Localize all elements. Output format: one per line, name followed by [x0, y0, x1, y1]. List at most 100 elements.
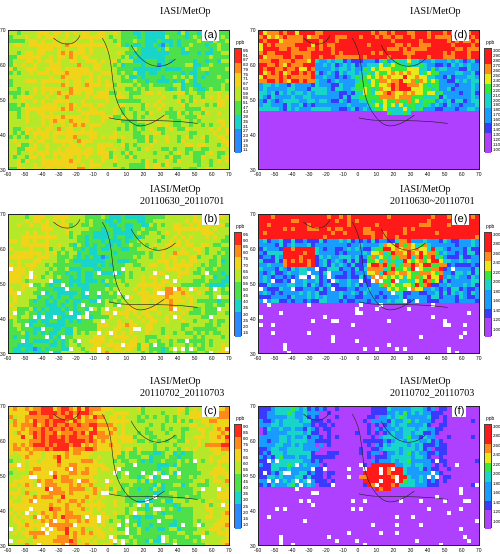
x-tick-label: 40: [175, 356, 181, 362]
colorbar-label: 280: [493, 433, 500, 438]
y-tick-label: 40: [0, 317, 6, 323]
colorbar-label: 300: [493, 232, 500, 237]
x-tick-label: -50: [21, 356, 28, 362]
panel-title-instrument: IASI/MetOp: [400, 376, 451, 388]
panel-letter: (e): [452, 213, 469, 225]
y-tick-label: 40: [0, 509, 6, 515]
colorbar-label: 200: [493, 279, 500, 284]
panel-title-instrument: IASI/MetOp: [410, 6, 461, 18]
x-tick-label: 30: [158, 548, 164, 554]
map-panel-f: IASI/MetOp 20110702_20110703 Ozone at 10…: [250, 372, 500, 552]
colorbar-label: 80: [243, 250, 248, 255]
y-tick-label: 70: [250, 28, 256, 34]
x-tick-label: -20: [72, 172, 79, 178]
colorbar-label: 25: [243, 318, 248, 323]
colorbar-label: 15: [243, 516, 248, 521]
x-tick-label: -40: [288, 356, 295, 362]
y-tick-label: 70: [250, 404, 256, 410]
x-tick-label: -10: [89, 172, 96, 178]
colorbar: [234, 48, 242, 152]
colorbar-segment: [485, 309, 491, 318]
y-tick-label: 40: [250, 317, 256, 323]
colorbar-unit: ppb: [486, 40, 494, 46]
colorbar-unit: ppb: [236, 224, 244, 230]
x-tick-label: -40: [38, 548, 45, 554]
x-tick-label: -50: [21, 172, 28, 178]
colorbar-segment: [485, 280, 491, 289]
ozone-map: [258, 406, 480, 546]
ozone-field: [259, 407, 480, 546]
colorbar-label: 90: [243, 424, 248, 429]
colorbar-label: 20: [243, 324, 248, 329]
colorbar-segment: [485, 425, 491, 434]
x-tick-label: 30: [158, 172, 164, 178]
colorbar-segment: [485, 242, 491, 251]
colorbar-label: 100: [493, 519, 500, 524]
panel-title-date: 20110630_20110701: [140, 196, 224, 208]
x-tick-label: 40: [425, 548, 431, 554]
colorbar-label: 240: [493, 452, 500, 457]
x-tick-label: -10: [89, 356, 96, 362]
y-tick-label: 30: [0, 352, 6, 358]
colorbar-segment: [485, 233, 491, 242]
colorbar-label: 85: [243, 430, 248, 435]
x-tick-label: 0: [356, 548, 359, 554]
y-tick-label: 50: [250, 474, 256, 480]
x-tick-label: 0: [106, 172, 109, 178]
panel-title-instrument: IASI/MetOp: [160, 6, 211, 18]
y-tick-label: 60: [0, 63, 6, 69]
x-tick-label: -30: [305, 172, 312, 178]
ozone-field: [9, 407, 230, 546]
x-tick-label: -20: [322, 548, 329, 554]
panel-title-instrument: IASI/MetOp: [150, 376, 201, 388]
panel-letter: (d): [452, 29, 469, 41]
x-tick-label: -40: [288, 172, 295, 178]
x-tick-label: 10: [124, 548, 130, 554]
panel-title-instrument: IASI/MetOp: [400, 184, 451, 196]
colorbar-label: 160: [493, 490, 500, 495]
x-tick-label: 50: [442, 172, 448, 178]
y-tick-label: 50: [0, 474, 6, 480]
colorbar-label: 60: [243, 461, 248, 466]
colorbar-unit: ppb: [486, 416, 494, 422]
colorbar-label: 30: [243, 497, 248, 502]
x-tick-label: -30: [55, 172, 62, 178]
x-tick-label: 30: [408, 548, 414, 554]
x-tick-label: -20: [322, 172, 329, 178]
colorbar: [234, 232, 242, 336]
y-tick-label: 70: [0, 212, 6, 218]
colorbar-segment: [485, 453, 491, 462]
colorbar-label: 45: [243, 293, 248, 298]
x-tick-label: 0: [356, 172, 359, 178]
ozone-field: [259, 215, 480, 354]
y-tick-label: 60: [250, 439, 256, 445]
map-panel-c: IASI/MetOp 20110702_20110703 Ozone at 3k…: [0, 372, 250, 552]
x-tick-label: 60: [459, 356, 465, 362]
x-tick-label: 10: [124, 356, 130, 362]
x-tick-label: 20: [391, 172, 397, 178]
x-tick-label: 20: [141, 356, 147, 362]
colorbar-label: 15: [243, 330, 248, 335]
colorbar-label: 45: [243, 479, 248, 484]
x-tick-label: -30: [305, 356, 312, 362]
colorbar-label: 120: [493, 317, 500, 322]
colorbar-label: 40: [243, 485, 248, 490]
panel-title-instrument: IASI/MetOp: [150, 184, 201, 196]
y-tick-label: 50: [0, 98, 6, 104]
x-tick-label: 10: [374, 356, 380, 362]
panel-letter: (b): [202, 213, 219, 225]
colorbar-label: 20: [243, 510, 248, 515]
x-tick-label: 20: [141, 172, 147, 178]
colorbar-segment: [485, 444, 491, 453]
ozone-field: [9, 31, 230, 170]
colorbar-label: 90: [243, 238, 248, 243]
y-tick-label: 60: [250, 63, 256, 69]
colorbar-label: 35: [243, 305, 248, 310]
panel-letter: (c): [202, 405, 219, 417]
x-tick-label: 70: [226, 548, 232, 554]
colorbar: [484, 424, 492, 528]
colorbar-segment: [485, 472, 491, 481]
panel-title-date: 20110630~20110701: [390, 196, 475, 208]
colorbar-segment: [485, 434, 491, 443]
x-tick-label: -20: [72, 356, 79, 362]
